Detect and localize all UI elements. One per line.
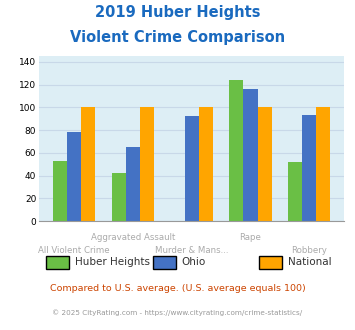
Bar [199, 107, 213, 221]
Bar [258, 107, 272, 221]
Bar [302, 115, 316, 221]
Text: Murder & Mans...: Murder & Mans... [155, 246, 229, 255]
Bar [67, 132, 81, 221]
Bar [126, 147, 140, 221]
Bar [229, 80, 244, 221]
Text: Compared to U.S. average. (U.S. average equals 100): Compared to U.S. average. (U.S. average … [50, 284, 305, 293]
Text: © 2025 CityRating.com - https://www.cityrating.com/crime-statistics/: © 2025 CityRating.com - https://www.city… [53, 310, 302, 316]
Bar [316, 107, 331, 221]
Text: 2019 Huber Heights: 2019 Huber Heights [95, 5, 260, 20]
Text: Aggravated Assault: Aggravated Assault [91, 233, 175, 242]
Text: Robbery: Robbery [291, 246, 327, 255]
Text: Rape: Rape [240, 233, 261, 242]
Bar [185, 116, 199, 221]
Text: Huber Heights: Huber Heights [75, 257, 149, 267]
Bar [288, 162, 302, 221]
Text: Ohio: Ohio [181, 257, 205, 267]
Text: All Violent Crime: All Violent Crime [38, 246, 110, 255]
Bar [140, 107, 154, 221]
Bar [53, 161, 67, 221]
Text: National: National [288, 257, 331, 267]
Bar [81, 107, 95, 221]
Bar [244, 89, 258, 221]
Bar [112, 173, 126, 221]
Text: Violent Crime Comparison: Violent Crime Comparison [70, 30, 285, 45]
